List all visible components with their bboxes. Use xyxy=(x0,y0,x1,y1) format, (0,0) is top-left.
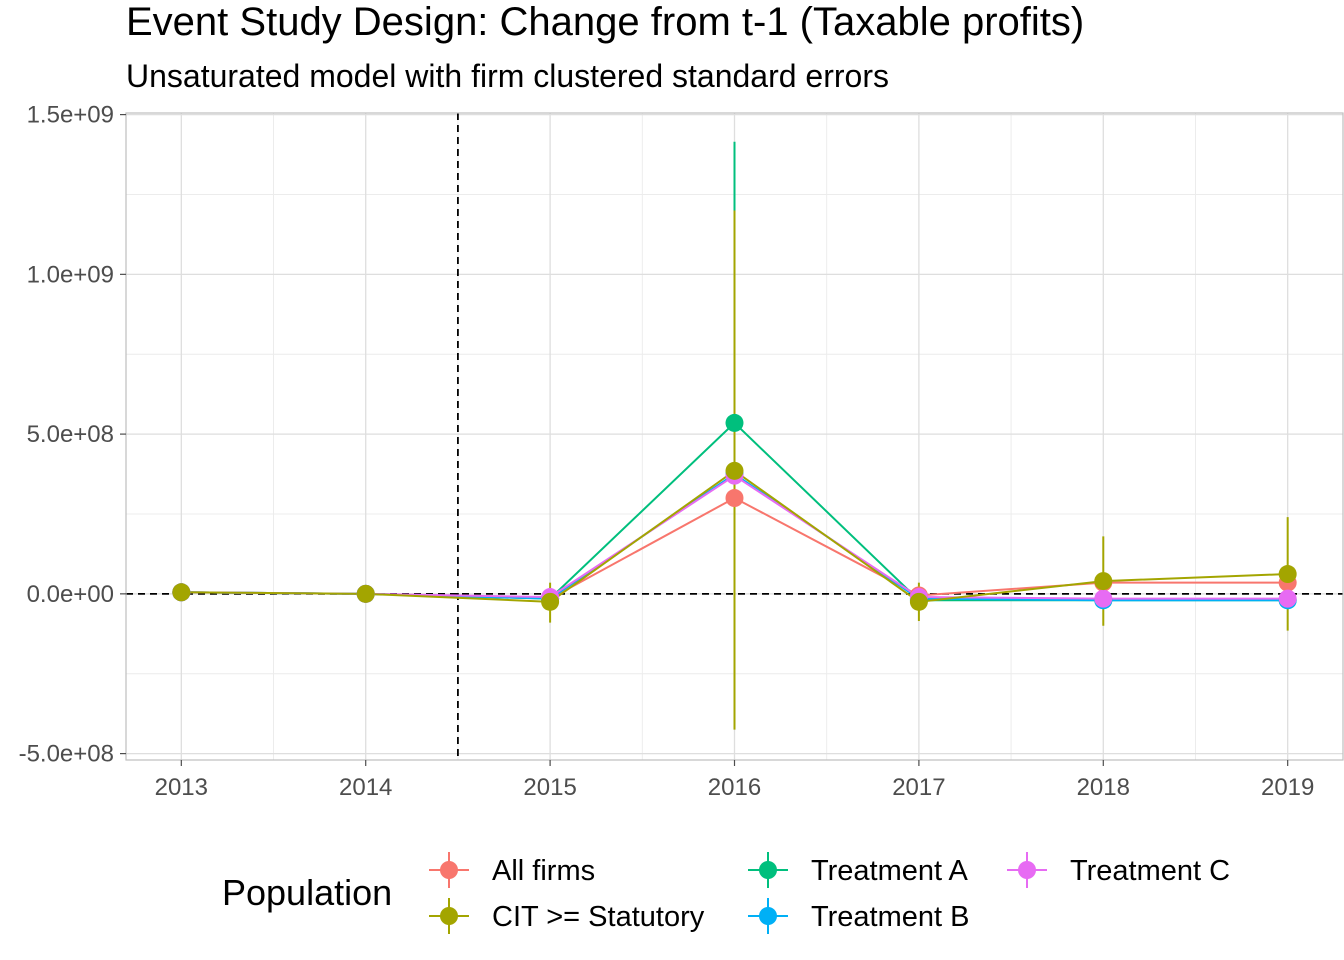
data-point-treatment-a xyxy=(725,413,744,432)
legend-label-all-firms: All firms xyxy=(492,855,595,887)
legend-key-point-cit-statutory xyxy=(440,907,458,925)
data-point-cit-statutory xyxy=(1278,565,1297,584)
x-tick-label: 2018 xyxy=(1077,774,1130,801)
legend-label-cit-statutory: CIT >= Statutory xyxy=(492,901,705,933)
data-point-cit-statutory xyxy=(725,461,744,480)
data-point-cit-statutory xyxy=(356,584,375,603)
x-tick-label: 2017 xyxy=(892,774,945,801)
y-tick-label: 0.0e+00 xyxy=(27,581,114,608)
y-tick-label: -5.0e+08 xyxy=(19,741,114,768)
data-point-all-firms xyxy=(725,489,744,508)
y-tick-label: 5.0e+08 xyxy=(27,421,114,448)
legend-key-point-treatment-b xyxy=(759,907,777,925)
x-tick-label: 2019 xyxy=(1261,774,1314,801)
reference-lines xyxy=(126,113,1343,760)
data-point-cit-statutory xyxy=(541,592,560,611)
legend-label-treatment-a: Treatment A xyxy=(811,855,969,887)
data-point-cit-statutory xyxy=(909,592,928,611)
legend-title: Population xyxy=(222,872,392,913)
legend-label-treatment-b: Treatment B xyxy=(811,901,969,933)
x-tick-label: 2016 xyxy=(708,774,761,801)
x-tick-label: 2015 xyxy=(523,774,576,801)
legend: Population All firms CIT >= Statutory Treat… xyxy=(222,852,1230,934)
legend-label-treatment-c: Treatment C xyxy=(1070,855,1230,887)
x-tick-label: 2013 xyxy=(155,774,208,801)
data-point-cit-statutory xyxy=(1094,572,1113,591)
y-tick-label: 1.0e+09 xyxy=(27,261,114,288)
legend-key-point-treatment-c xyxy=(1018,861,1036,879)
y-tick-label: 1.5e+09 xyxy=(27,102,114,129)
data-point-treatment-c xyxy=(1278,589,1297,608)
chart-subtitle: Unsaturated model with firm clustered st… xyxy=(126,58,889,94)
axes: -5.0e+08 0.0e+00 5.0e+08 1.0e+09 1.5e+09 2013… xyxy=(19,102,1344,801)
series-points xyxy=(172,413,1297,611)
data-point-treatment-c xyxy=(1094,589,1113,608)
data-point-cit-statutory xyxy=(172,583,191,602)
x-tick-label: 2014 xyxy=(339,774,392,801)
chart-title: Event Study Design: Change from t-1 (Tax… xyxy=(126,0,1085,44)
legend-key-point-treatment-a xyxy=(759,861,777,879)
legend-key-point-all-firms xyxy=(440,861,458,879)
